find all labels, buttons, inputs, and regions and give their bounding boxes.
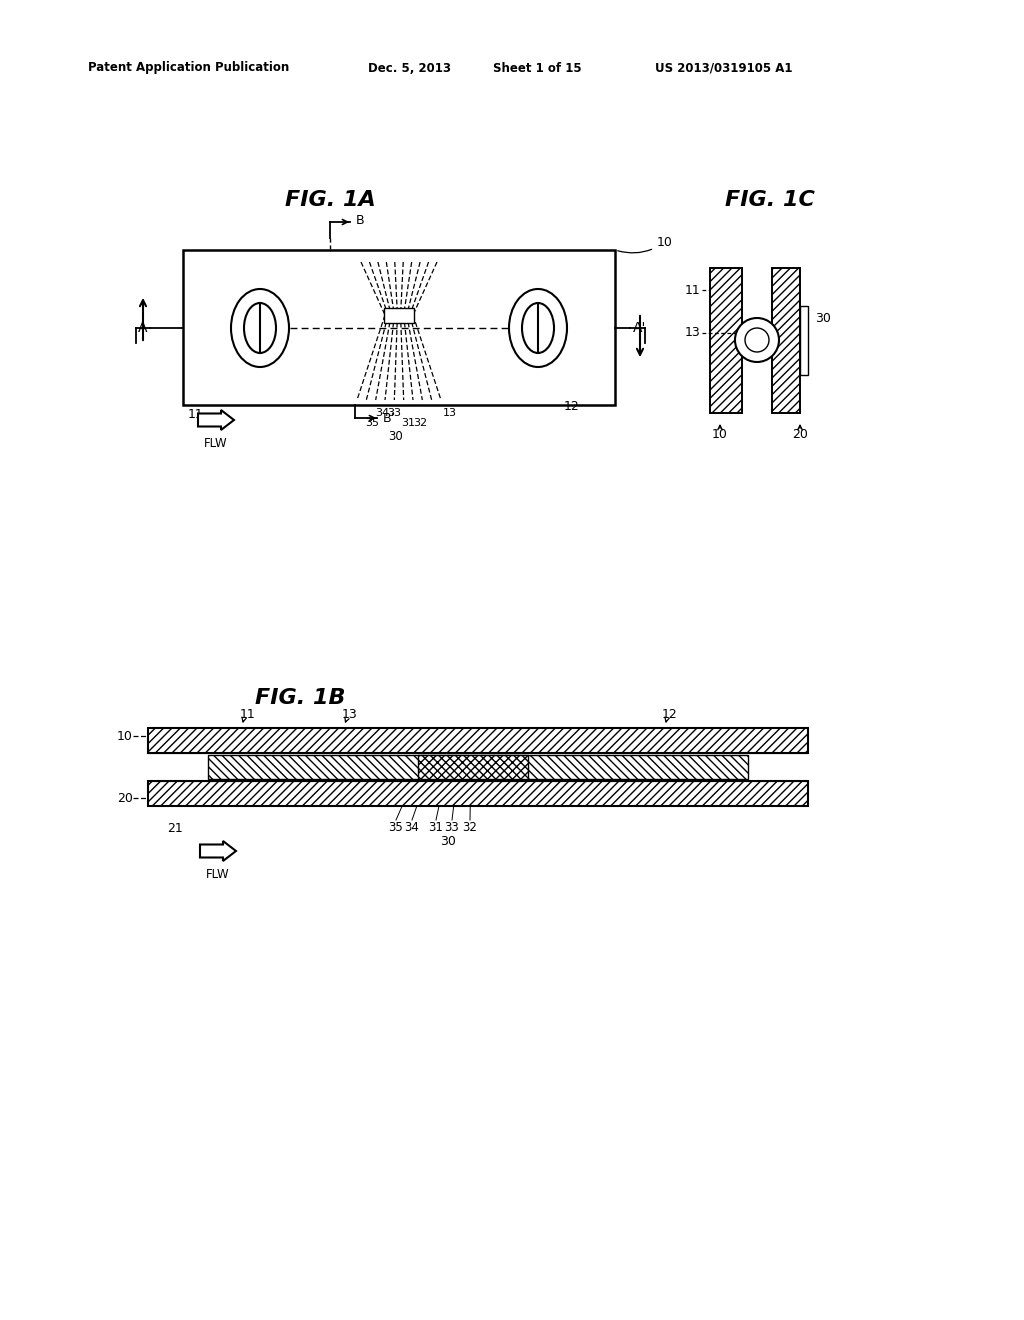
Bar (208, 755, 748, 779)
Bar (772, 268, 800, 413)
Bar (148, 729, 808, 752)
Text: 10: 10 (117, 730, 133, 742)
Text: 21: 21 (167, 821, 183, 834)
Bar (418, 755, 528, 779)
Text: 33: 33 (444, 821, 460, 834)
Text: 31: 31 (429, 821, 443, 834)
Text: FIG. 1A: FIG. 1A (285, 190, 376, 210)
Text: FLW: FLW (206, 869, 229, 880)
Text: 13: 13 (684, 326, 700, 339)
Text: 11: 11 (684, 284, 700, 297)
Text: A: A (138, 321, 147, 335)
Text: A': A' (633, 321, 647, 335)
FancyArrow shape (200, 841, 236, 861)
Text: 20: 20 (117, 792, 133, 804)
Text: 11: 11 (188, 408, 204, 421)
Text: 32: 32 (463, 821, 477, 834)
Text: 34: 34 (375, 408, 389, 418)
Text: 35: 35 (365, 418, 379, 428)
Circle shape (745, 327, 769, 352)
Text: B': B' (383, 412, 395, 425)
Text: 31: 31 (401, 418, 415, 428)
Text: 13: 13 (443, 408, 457, 418)
Text: Patent Application Publication: Patent Application Publication (88, 62, 289, 74)
Text: 30: 30 (440, 836, 456, 847)
Text: 33: 33 (387, 408, 401, 418)
Bar (710, 268, 742, 413)
Text: 13: 13 (342, 708, 357, 721)
Bar (148, 781, 808, 807)
Text: Dec. 5, 2013: Dec. 5, 2013 (368, 62, 451, 74)
Text: FIG. 1B: FIG. 1B (255, 688, 345, 708)
Text: 30: 30 (815, 312, 830, 325)
Text: 10: 10 (712, 429, 728, 441)
Text: 30: 30 (389, 430, 403, 444)
Text: FIG. 1C: FIG. 1C (725, 190, 815, 210)
Text: 35: 35 (389, 821, 403, 834)
Text: B: B (356, 214, 365, 227)
Ellipse shape (231, 289, 289, 367)
Text: 11: 11 (240, 708, 256, 721)
Bar (183, 249, 615, 405)
Ellipse shape (244, 304, 276, 352)
Text: 12: 12 (663, 708, 678, 721)
Ellipse shape (509, 289, 567, 367)
FancyArrow shape (198, 411, 234, 430)
Bar (384, 308, 414, 323)
Circle shape (735, 318, 779, 362)
Text: 12: 12 (564, 400, 580, 413)
Text: 34: 34 (404, 821, 420, 834)
Text: 20: 20 (792, 429, 808, 441)
Text: FLW: FLW (204, 437, 227, 450)
Text: Sheet 1 of 15: Sheet 1 of 15 (493, 62, 582, 74)
Bar (148, 752, 808, 781)
Ellipse shape (522, 304, 554, 352)
Text: 10: 10 (617, 235, 673, 253)
Text: US 2013/0319105 A1: US 2013/0319105 A1 (655, 62, 793, 74)
Bar (800, 306, 808, 375)
Text: 32: 32 (413, 418, 427, 428)
